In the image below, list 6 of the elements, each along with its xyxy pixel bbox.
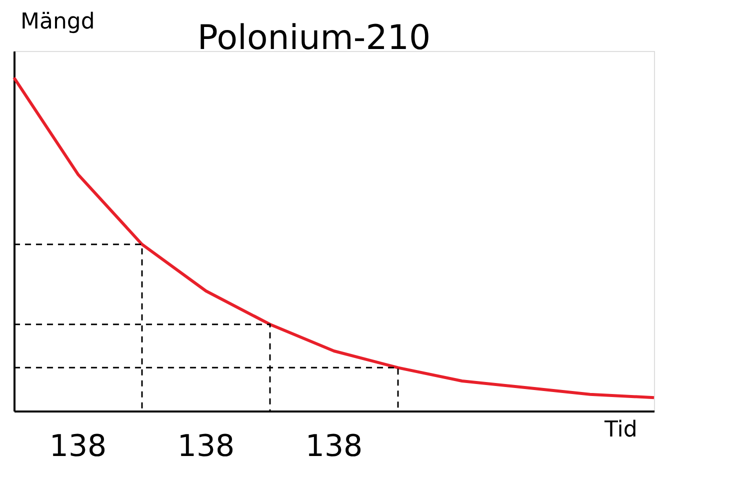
- x-axis-title: Tid: [604, 418, 638, 442]
- y-axis-title: Mängd: [20, 10, 95, 34]
- text: 138: [305, 429, 363, 464]
- text: 138: [177, 429, 235, 464]
- text: 138: [49, 429, 107, 464]
- chart-title: Polonium-210: [197, 18, 431, 58]
